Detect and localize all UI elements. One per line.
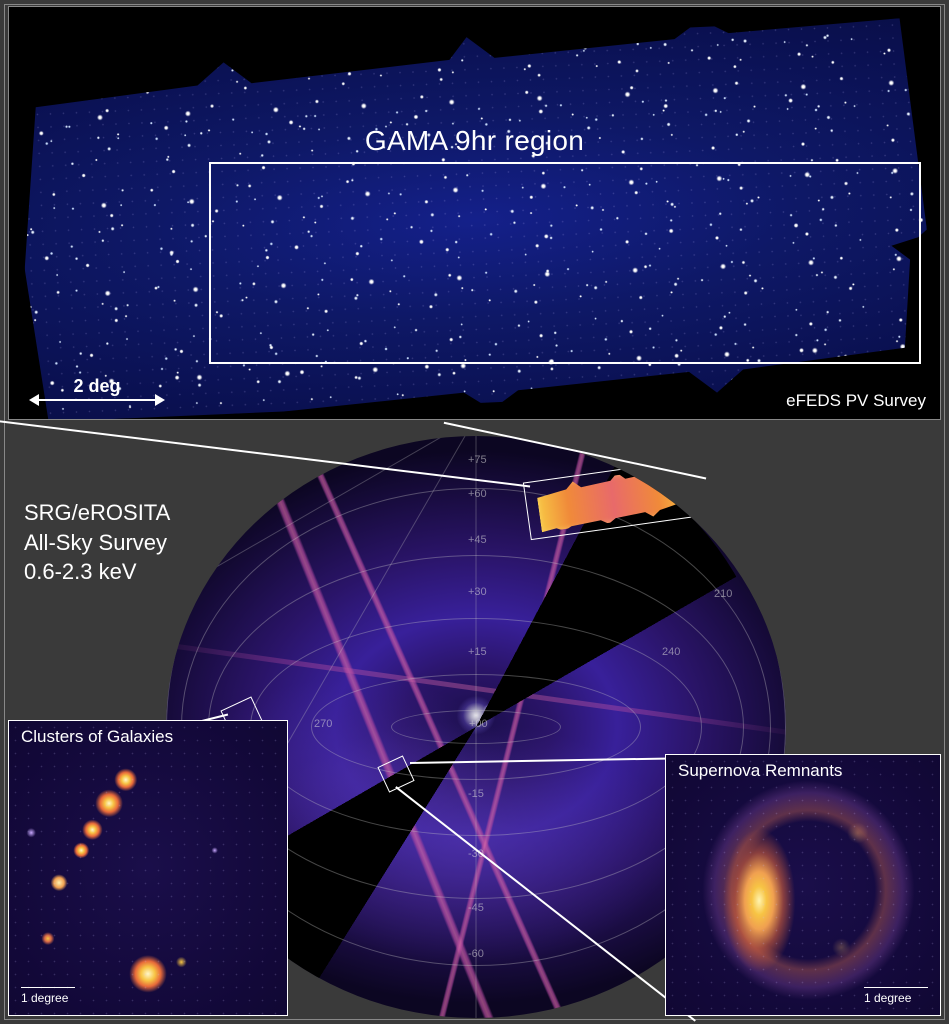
allsky-title: SRG/eROSITA All-Sky Survey 0.6-2.3 keV: [24, 498, 170, 587]
grid-lat-label: -15: [468, 788, 484, 800]
grid-lat-label: +15: [468, 646, 487, 658]
grid-lat-label: +45: [468, 534, 487, 546]
bottom-area: SRG/eROSITA All-Sky Survey 0.6-2.3 keV: [6, 424, 943, 1018]
snr-inset: Supernova Remnants 1 degree: [665, 754, 941, 1016]
grid-lat-label: +75: [468, 454, 487, 466]
allsky-title-l1: SRG/eROSITA: [24, 498, 170, 528]
grid-lat-label: +60: [468, 488, 487, 500]
clusters-inset: Clusters of Galaxies 1 degree: [8, 720, 288, 1016]
grid-lat-label: -45: [468, 902, 484, 914]
top-scalebar-label: 2 deg: [73, 376, 120, 397]
clusters-scalebar: 1 degree: [21, 987, 75, 1006]
snr-scalebar-bar: [864, 987, 928, 989]
efeds-survey-panel: GAMA 9hr region 2 deg eFEDS PV Survey: [8, 6, 941, 420]
grid-lon-label: 240: [662, 646, 680, 658]
efeds-credit: eFEDS PV Survey: [786, 391, 926, 411]
snr-inset-title: Supernova Remnants: [678, 761, 842, 781]
snr-source-box: [377, 755, 414, 792]
scan-stripe: [298, 436, 566, 1018]
gama-region-label: GAMA 9hr region: [9, 125, 940, 157]
grid-lat-label: -60: [468, 948, 484, 960]
grid-lon-label: 210: [714, 588, 732, 600]
allsky-title-l3: 0.6-2.3 keV: [24, 557, 170, 587]
grid-lon-label: 270: [314, 718, 332, 730]
gama-region-box: [209, 162, 921, 364]
top-scalebar-bar: [37, 399, 157, 401]
efeds-region-box: [523, 458, 707, 540]
snr-scalebar: 1 degree: [864, 987, 928, 1006]
clusters-scalebar-label: 1 degree: [21, 991, 75, 1005]
grid-lat-label: +30: [468, 586, 487, 598]
grid-lat-label: +00: [469, 718, 488, 730]
clusters-inset-title: Clusters of Galaxies: [21, 727, 173, 747]
top-scalebar: 2 deg: [37, 376, 157, 401]
clusters-scalebar-bar: [21, 987, 75, 989]
snr-scalebar-label: 1 degree: [864, 991, 911, 1005]
allsky-title-l2: All-Sky Survey: [24, 528, 170, 558]
